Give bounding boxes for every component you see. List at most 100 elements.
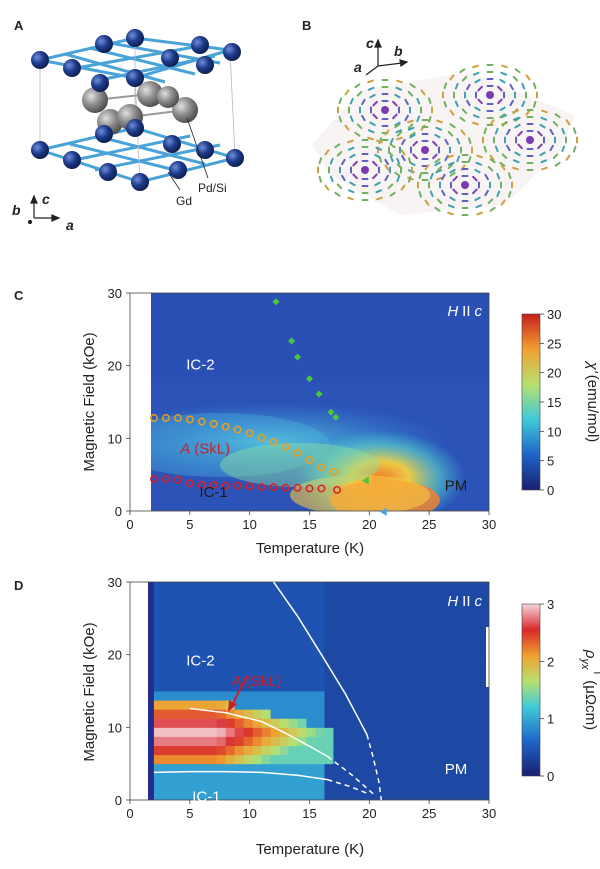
data-point	[233, 425, 242, 434]
x-tick-label: 30	[482, 517, 496, 532]
panel-a: A	[12, 18, 244, 233]
data-point	[361, 476, 369, 485]
gd-label: Gd	[176, 194, 192, 208]
colorbar-tick-label: 15	[547, 395, 561, 410]
data-point	[161, 414, 170, 422]
axis-label-c-b: c	[366, 35, 374, 51]
colorbar-tick-label: 0	[547, 483, 554, 498]
x-tick-label: 25	[422, 806, 436, 821]
data-point	[269, 438, 278, 446]
axis-label-a-b: a	[354, 59, 362, 75]
colorbar-tick-label: 2	[547, 654, 554, 669]
colorbar-tick-label: 1	[547, 712, 554, 727]
data-point	[197, 417, 206, 426]
x-tick-label: 15	[302, 806, 316, 821]
field-label-d: H II c	[447, 593, 482, 610]
gd-atoms	[31, 29, 244, 191]
x-axis-title-c: Temperature (K)	[256, 540, 364, 557]
y-tick-label: 0	[115, 793, 122, 808]
x-tick-label: 5	[186, 517, 193, 532]
data-point	[149, 475, 158, 483]
data-point	[161, 475, 170, 483]
data-point	[288, 337, 296, 345]
region-label: IC-2	[186, 356, 214, 373]
y-tick-label: 0	[115, 504, 122, 519]
axis-label-a: a	[66, 217, 74, 233]
y-tick-label: 10	[108, 720, 122, 735]
colorbar-title-d: ρyxT(μΩcm)	[579, 649, 600, 730]
x-tick-label: 30	[482, 806, 496, 821]
data-point	[257, 483, 266, 491]
boundary-line	[272, 582, 368, 735]
region-label: IC-1	[192, 788, 220, 805]
region-label: PM	[445, 761, 468, 778]
data-point	[306, 375, 313, 383]
data-point	[209, 480, 218, 489]
y-tick-label: 20	[108, 648, 122, 663]
y-ticks-d: 0 10 20 30	[108, 575, 130, 808]
axes-triad-b	[365, 38, 409, 76]
boundary-lines-d	[153, 582, 383, 800]
panel-c: C 0 5 10 15 20 25 30 0 10 20 30 Temperature (K) M…	[14, 286, 600, 557]
data-point	[221, 422, 230, 431]
colorbar-tick-label: 25	[547, 336, 561, 351]
data-point	[317, 463, 326, 472]
skl-pointer-arrow	[231, 675, 248, 706]
x-tick-label: 20	[362, 517, 376, 532]
y-tick-label: 30	[108, 575, 122, 590]
colorbar-title-c: χ'(emu/mol)	[584, 360, 600, 443]
data-point	[293, 448, 302, 457]
data-point	[305, 484, 314, 493]
skl-pointer-arrowhead	[228, 700, 237, 712]
x-axis-title-d: Temperature (K)	[256, 841, 364, 858]
data-point	[293, 483, 302, 492]
y-tick-label: 20	[108, 359, 122, 374]
colorbar-tick-label: 20	[547, 366, 561, 381]
data-point	[185, 479, 194, 488]
data-point	[305, 456, 314, 465]
data-point	[173, 414, 182, 422]
colorbar-tick-label: 5	[547, 454, 554, 469]
panel-letter-b: B	[302, 18, 311, 33]
x-tick-label: 20	[362, 806, 376, 821]
field-label-c: H II c	[447, 303, 482, 320]
data-point	[379, 507, 387, 516]
colorbar-d	[521, 603, 541, 777]
data-point	[281, 483, 290, 492]
region-label: A (SkL)	[231, 673, 282, 690]
region-label: IC-1	[199, 484, 227, 501]
region-labels-d: IC-2 A (SkL) IC-1 PM	[186, 653, 467, 806]
x-tick-label: 10	[242, 806, 256, 821]
pdsi-label: Pd/Si	[198, 181, 227, 195]
region-label: PM	[445, 478, 468, 495]
y-tick-label: 10	[108, 431, 122, 446]
data-point	[209, 419, 218, 428]
axes-triad-a	[27, 194, 61, 225]
y-tick-label: 30	[108, 286, 122, 301]
boundary-line	[366, 734, 383, 800]
region-label: A (SkL)	[179, 441, 230, 458]
data-point	[327, 408, 335, 416]
data-point	[333, 485, 341, 494]
panel-letter-c: C	[14, 288, 24, 303]
panel-b: B c b a	[302, 18, 578, 216]
x-tick-label: 5	[186, 806, 193, 821]
boundary-line	[189, 707, 328, 758]
x-tick-label: 10	[242, 517, 256, 532]
axis-label-c: c	[42, 191, 50, 207]
boundary-line	[327, 778, 370, 795]
region-labels-c: IC-2 A (SkL) IC-1 PM	[179, 356, 467, 501]
data-point	[281, 443, 290, 452]
y-axis-title-c: Magnetic Field (kOe)	[81, 332, 98, 471]
data-point	[245, 482, 254, 491]
colorbar-c	[521, 313, 541, 491]
data-point	[315, 390, 323, 398]
colorbar-tick-label: 0	[547, 769, 554, 784]
data-point	[197, 480, 206, 489]
y-ticks-c: 0 10 20 30	[108, 286, 130, 519]
colorbar-ticks-d: 0 1 2 3	[540, 597, 554, 784]
data-point	[329, 467, 338, 476]
skyrmion-lattice	[312, 64, 578, 216]
panel-letter-d: D	[14, 578, 23, 593]
